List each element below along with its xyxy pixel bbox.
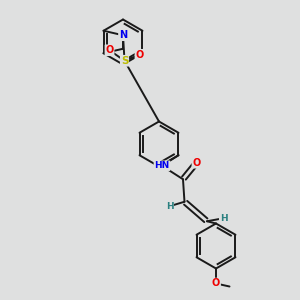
Text: O: O	[135, 50, 144, 60]
Text: S: S	[121, 56, 128, 66]
Text: H: H	[166, 202, 173, 211]
Text: N: N	[119, 30, 127, 40]
Text: HN: HN	[154, 161, 169, 170]
Text: O: O	[212, 278, 220, 289]
Text: O: O	[105, 45, 114, 55]
Text: H: H	[220, 214, 227, 223]
Text: O: O	[192, 158, 201, 168]
